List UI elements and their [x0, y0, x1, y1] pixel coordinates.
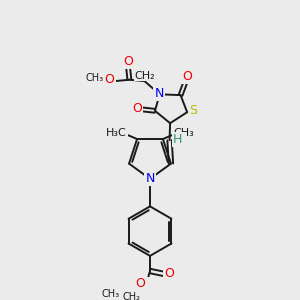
Text: O: O	[132, 102, 142, 115]
Text: CH₂: CH₂	[135, 70, 155, 81]
Text: O: O	[182, 70, 192, 83]
Text: S: S	[189, 104, 197, 117]
Text: N: N	[154, 87, 164, 100]
Text: H: H	[172, 133, 182, 146]
Text: CH₃: CH₃	[173, 128, 194, 138]
Text: O: O	[124, 55, 134, 68]
Text: CH₂: CH₂	[123, 292, 141, 300]
Text: O: O	[164, 267, 174, 280]
Text: N: N	[145, 172, 155, 185]
Text: H₃C: H₃C	[106, 128, 127, 138]
Text: CH₃: CH₃	[101, 289, 119, 298]
Text: O: O	[105, 73, 115, 86]
Text: O: O	[135, 278, 145, 290]
Text: CH₃: CH₃	[85, 73, 103, 83]
